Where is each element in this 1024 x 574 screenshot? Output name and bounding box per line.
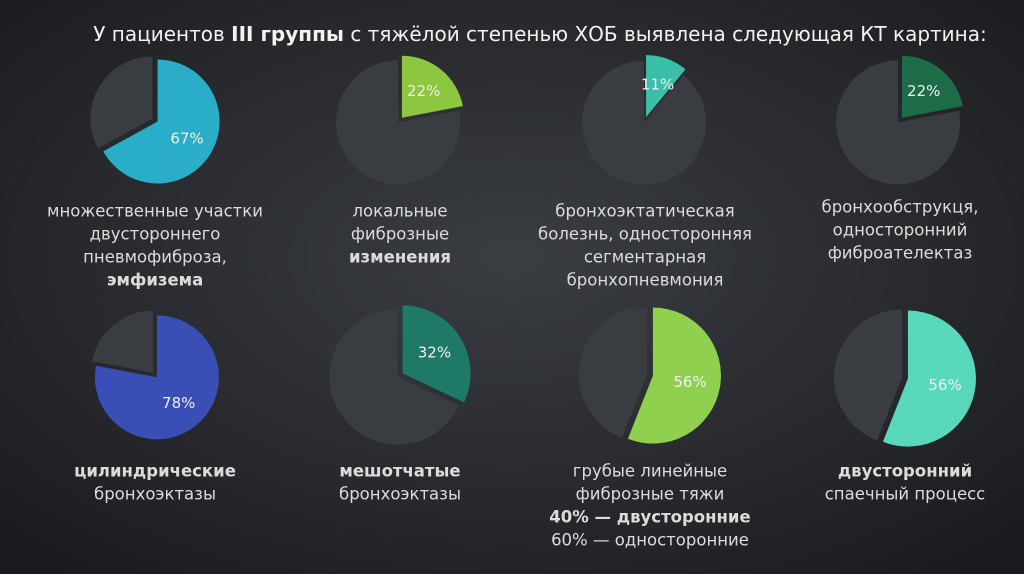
pie-rest (329, 308, 459, 445)
slide-title: У пациентов III группы с тяжёлой степень… (93, 22, 986, 46)
pie-slice (882, 310, 976, 447)
value-label: 22% (407, 82, 440, 100)
caption-line: 60% — односторонние (551, 531, 749, 550)
caption-line: 40% — двусторонние (549, 508, 750, 527)
value-label: 56% (673, 373, 706, 391)
title-part: III группы (231, 22, 344, 46)
pie-slice (94, 315, 219, 440)
title-part: с тяжёлой степенью ХОБ выявлена следующа… (344, 22, 987, 46)
caption-line: фиброателектаз (828, 244, 973, 263)
value-label: 56% (928, 376, 961, 394)
caption-line: бронхоэктазы (339, 485, 461, 504)
title-part: У пациентов (93, 22, 231, 46)
caption-line: болезнь, односторонняя (538, 225, 752, 244)
caption-line: мешотчатые (339, 462, 460, 481)
caption-line: пневмофиброза, (83, 248, 227, 267)
caption-line: множественные участки (47, 202, 263, 221)
caption-line: изменения (349, 248, 451, 267)
caption-line: локальные (353, 202, 448, 221)
caption-line: сегментарная (584, 248, 706, 267)
pie-rest (92, 310, 154, 373)
value-label: 67% (170, 129, 203, 147)
caption-line: бронхоэктатическая (555, 202, 734, 221)
caption-line: бронхопневмония (567, 271, 724, 290)
caption-line: спаечный процесс (825, 485, 986, 504)
caption-line: двусторонний (838, 462, 972, 481)
caption-line: цилиндрические (74, 462, 236, 481)
caption-line: бронхоэктазы (94, 485, 216, 504)
value-label: 22% (907, 82, 940, 100)
pie-rest (834, 309, 903, 441)
pie-rest (579, 306, 648, 438)
pie-rest (336, 60, 461, 185)
caption-line: фиброзные тяжи (576, 485, 725, 504)
pie-rest (90, 56, 153, 149)
caption-line: фиброзные (351, 225, 449, 244)
pie-slice (901, 55, 963, 118)
pie-rest (836, 60, 961, 185)
value-label: 32% (418, 344, 451, 362)
value-label: 11% (641, 75, 674, 93)
pie-rest (581, 60, 706, 185)
pie-slice (103, 59, 220, 184)
pie-slice (646, 55, 686, 118)
pie-slice (627, 307, 721, 444)
caption-line: односторонний (833, 221, 968, 240)
caption-line: эмфизема (107, 271, 204, 290)
pie-slice (402, 305, 471, 403)
caption-line: бронхообструкця, (822, 198, 979, 217)
pie-slice (401, 55, 463, 118)
value-label: 78% (162, 394, 195, 412)
caption-line: грубые линейные (573, 462, 727, 481)
caption-line: двустороннего (90, 225, 221, 244)
